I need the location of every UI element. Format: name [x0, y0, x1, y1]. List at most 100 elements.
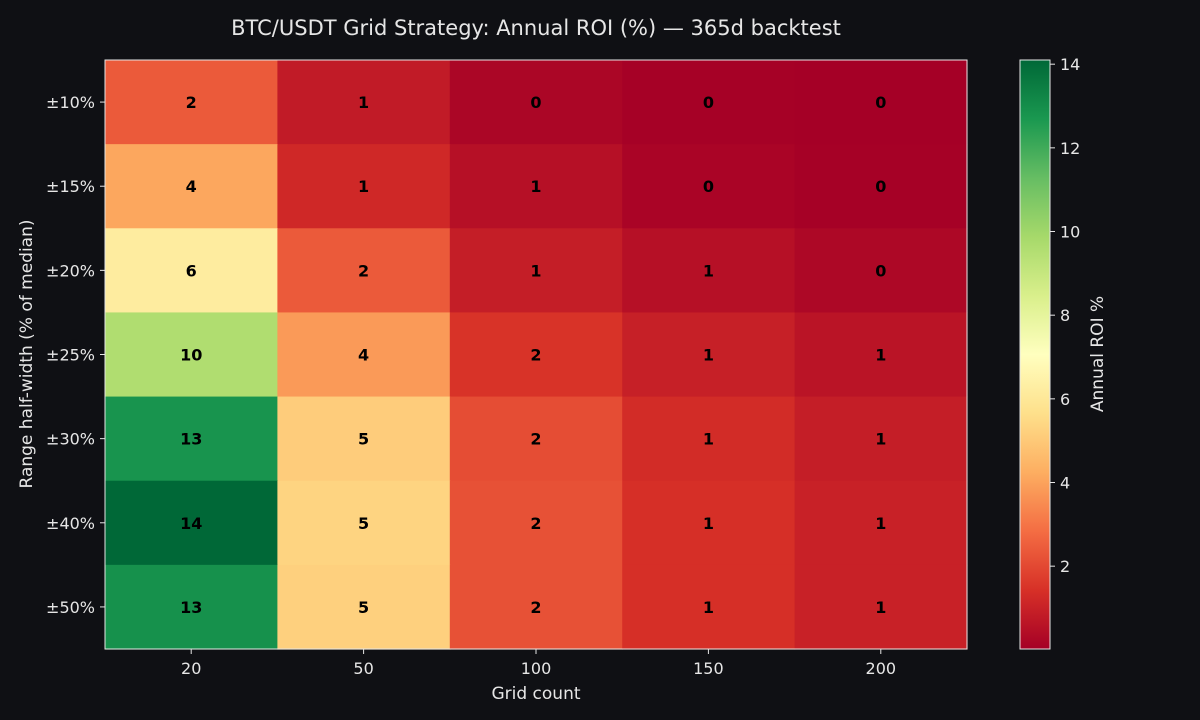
- heatmap-cell: [622, 396, 796, 482]
- y-tick-label: ±10%: [46, 93, 95, 112]
- heatmap-cell: [105, 480, 278, 566]
- colorbar-tick-label: 2: [1060, 557, 1070, 576]
- cell-value-label: 1: [875, 598, 886, 617]
- cell-value-label: 1: [358, 177, 369, 196]
- cell-value-label: 10: [180, 346, 202, 365]
- chart-title: BTC/USDT Grid Strategy: Annual ROI (%) —…: [231, 16, 841, 40]
- colorbar-tick-label: 8: [1060, 306, 1070, 325]
- cell-value-label: 0: [875, 177, 886, 196]
- heatmap-cell: [794, 228, 968, 314]
- heatmap-cell: [105, 144, 278, 229]
- heatmap-cell: [449, 396, 623, 482]
- x-axis-ticks: 20 50 100 150 200: [181, 649, 896, 678]
- cell-value-label: 4: [186, 177, 197, 196]
- heatmap-cells: [105, 60, 968, 650]
- heatmap-cell: [794, 480, 968, 566]
- heatmap-cell: [449, 312, 623, 398]
- heatmap-cell: [105, 396, 278, 482]
- heatmap-cell: [277, 564, 451, 650]
- cell-value-label: 1: [703, 598, 714, 617]
- y-tick-label: ±40%: [46, 514, 95, 533]
- heatmap-cell: [449, 60, 623, 145]
- heatmap-cell: [277, 60, 451, 145]
- cell-value-label: 1: [703, 346, 714, 365]
- heatmap-cell: [794, 144, 968, 229]
- colorbar-tick-label: 4: [1060, 474, 1070, 493]
- cell-value-label: 1: [530, 261, 541, 280]
- x-tick-label: 150: [693, 659, 724, 678]
- y-tick-label: ±15%: [46, 177, 95, 196]
- heatmap-cell: [794, 312, 968, 398]
- colorbar-tick-label: 6: [1060, 390, 1070, 409]
- cell-value-label: 1: [530, 177, 541, 196]
- colorbar: [1019, 59, 1051, 650]
- heatmap-cell: [794, 396, 968, 482]
- y-tick-label: ±30%: [46, 430, 95, 449]
- heatmap-cell: [622, 564, 796, 650]
- heatmap-cell: [622, 144, 796, 229]
- heatmap-cell: [622, 228, 796, 314]
- heatmap-cell: [277, 312, 451, 398]
- x-tick-label: 20: [181, 659, 201, 678]
- cell-value-label: 2: [530, 598, 541, 617]
- heatmap-cell: [794, 60, 968, 145]
- colorbar-tick-label: 10: [1060, 223, 1080, 242]
- cell-value-label: 0: [530, 93, 541, 112]
- heatmap-cell: [277, 144, 451, 229]
- x-tick-label: 200: [866, 659, 897, 678]
- heatmap-cell: [105, 312, 278, 398]
- cell-value-label: 0: [703, 93, 714, 112]
- cell-value-label: 5: [358, 430, 369, 449]
- cell-value-label: 2: [530, 430, 541, 449]
- cell-value-label: 1: [875, 514, 886, 533]
- heatmap-cell: [449, 144, 623, 229]
- y-axis-label: Range half-width (% of median): [17, 220, 37, 489]
- heatmap-cell: [622, 480, 796, 566]
- cell-value-label: 1: [703, 514, 714, 533]
- cell-value-label: 5: [358, 598, 369, 617]
- heatmap-cell: [105, 60, 278, 145]
- cell-value-label: 13: [180, 598, 202, 617]
- y-axis-ticks: ±10% ±15% ±20% ±25% ±30% ±40% ±50%: [46, 93, 105, 617]
- x-tick-label: 100: [521, 659, 552, 678]
- cell-value-label: 1: [703, 261, 714, 280]
- heatmap-cell: [794, 564, 968, 650]
- y-tick-label: ±50%: [46, 598, 95, 617]
- cell-value-label: 1: [875, 346, 886, 365]
- colorbar-tick-label: 12: [1060, 139, 1080, 158]
- cell-value-label: 1: [703, 430, 714, 449]
- heatmap-cell: [622, 60, 796, 145]
- heatmap-cell: [449, 480, 623, 566]
- cell-value-label: 0: [875, 93, 886, 112]
- y-tick-label: ±25%: [46, 346, 95, 365]
- cell-value-label: 5: [358, 514, 369, 533]
- cell-value-label: 2: [358, 261, 369, 280]
- heatmap-cell: [622, 312, 796, 398]
- cell-value-label: 1: [358, 93, 369, 112]
- cell-value-label: 2: [530, 346, 541, 365]
- y-tick-label: ±20%: [46, 261, 95, 280]
- heatmap-cell-labels: 2 1 0 0 04 1 1 0 06 2 1 1 010 4 2 1 113 5 2 1 114 5 2 1 113 5 2 1 1: [180, 93, 886, 617]
- cell-value-label: 0: [875, 261, 886, 280]
- cell-value-label: 2: [186, 93, 197, 112]
- cell-value-label: 0: [703, 177, 714, 196]
- cell-value-label: 13: [180, 430, 202, 449]
- heatmap-cell: [277, 480, 451, 566]
- colorbar-label: Annual ROI %: [1088, 296, 1108, 412]
- heatmap-cell: [449, 564, 623, 650]
- cell-value-label: 14: [180, 514, 202, 533]
- heatmap-cell: [449, 228, 623, 314]
- cell-value-label: 1: [875, 430, 886, 449]
- heatmap-cell: [277, 396, 451, 482]
- heatmap-cell: [277, 228, 451, 314]
- heatmap-cell: [105, 564, 278, 650]
- cell-value-label: 4: [358, 346, 369, 365]
- colorbar-tick-label: 14: [1060, 55, 1080, 74]
- cell-value-label: 6: [186, 261, 197, 280]
- colorbar-ticks: 2 4 6 8 10 12 14: [1050, 55, 1080, 576]
- heatmap-cell: [105, 228, 278, 314]
- cell-value-label: 2: [530, 514, 541, 533]
- x-axis-label: Grid count: [491, 684, 580, 704]
